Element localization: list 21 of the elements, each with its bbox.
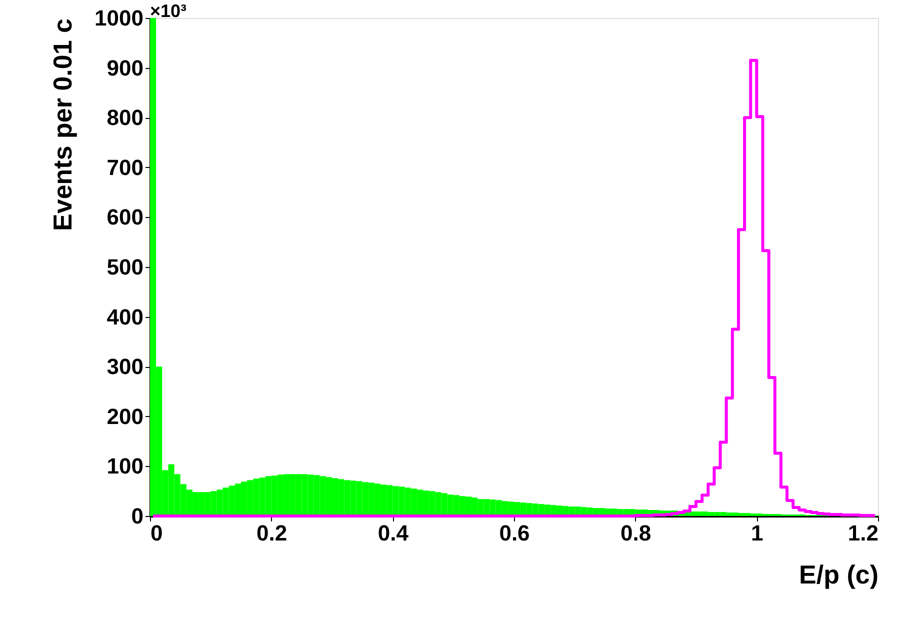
x-tick-label: 0.4 <box>378 520 410 546</box>
y-tick-label: 200 <box>106 404 144 429</box>
y-tick-label: 300 <box>106 354 144 380</box>
x-tick-label: 1 <box>751 520 764 546</box>
y-tick-label: 800 <box>106 105 144 130</box>
x-tick-label: 1.2 <box>848 520 878 546</box>
x-axis-title: E/p (c) <box>799 560 878 590</box>
y-tick-label: 700 <box>106 154 144 180</box>
y-tick-label: 100 <box>106 454 144 479</box>
x-tick-label: 0 <box>150 520 163 546</box>
x-tick-label: 0.2 <box>256 520 288 546</box>
y-tick-label: 0 <box>131 504 144 528</box>
annotation: ×10³ <box>150 1 187 21</box>
y-tick-label: 600 <box>106 204 144 230</box>
y-tick-label: 1000 <box>94 6 144 30</box>
x-tick-label: 0.6 <box>499 520 530 546</box>
y-tick-label: 900 <box>106 55 144 80</box>
y-tick-label: 400 <box>106 304 144 330</box>
x-tick-label: 0.8 <box>620 520 652 546</box>
y-axis-title: Events per 0.01 c <box>48 18 78 231</box>
y-tick-label: 500 <box>106 254 144 280</box>
